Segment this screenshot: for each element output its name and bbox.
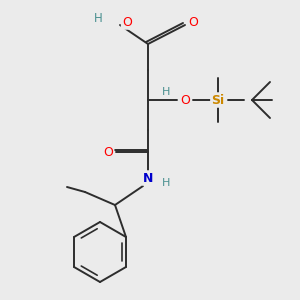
Text: H: H: [94, 13, 102, 26]
Text: O: O: [180, 94, 190, 106]
Text: O: O: [122, 16, 132, 28]
Text: O: O: [103, 146, 113, 158]
Text: H: H: [162, 87, 170, 97]
Text: H: H: [162, 178, 170, 188]
Text: N: N: [143, 172, 153, 184]
Text: O: O: [188, 16, 198, 28]
Text: Si: Si: [212, 94, 225, 106]
